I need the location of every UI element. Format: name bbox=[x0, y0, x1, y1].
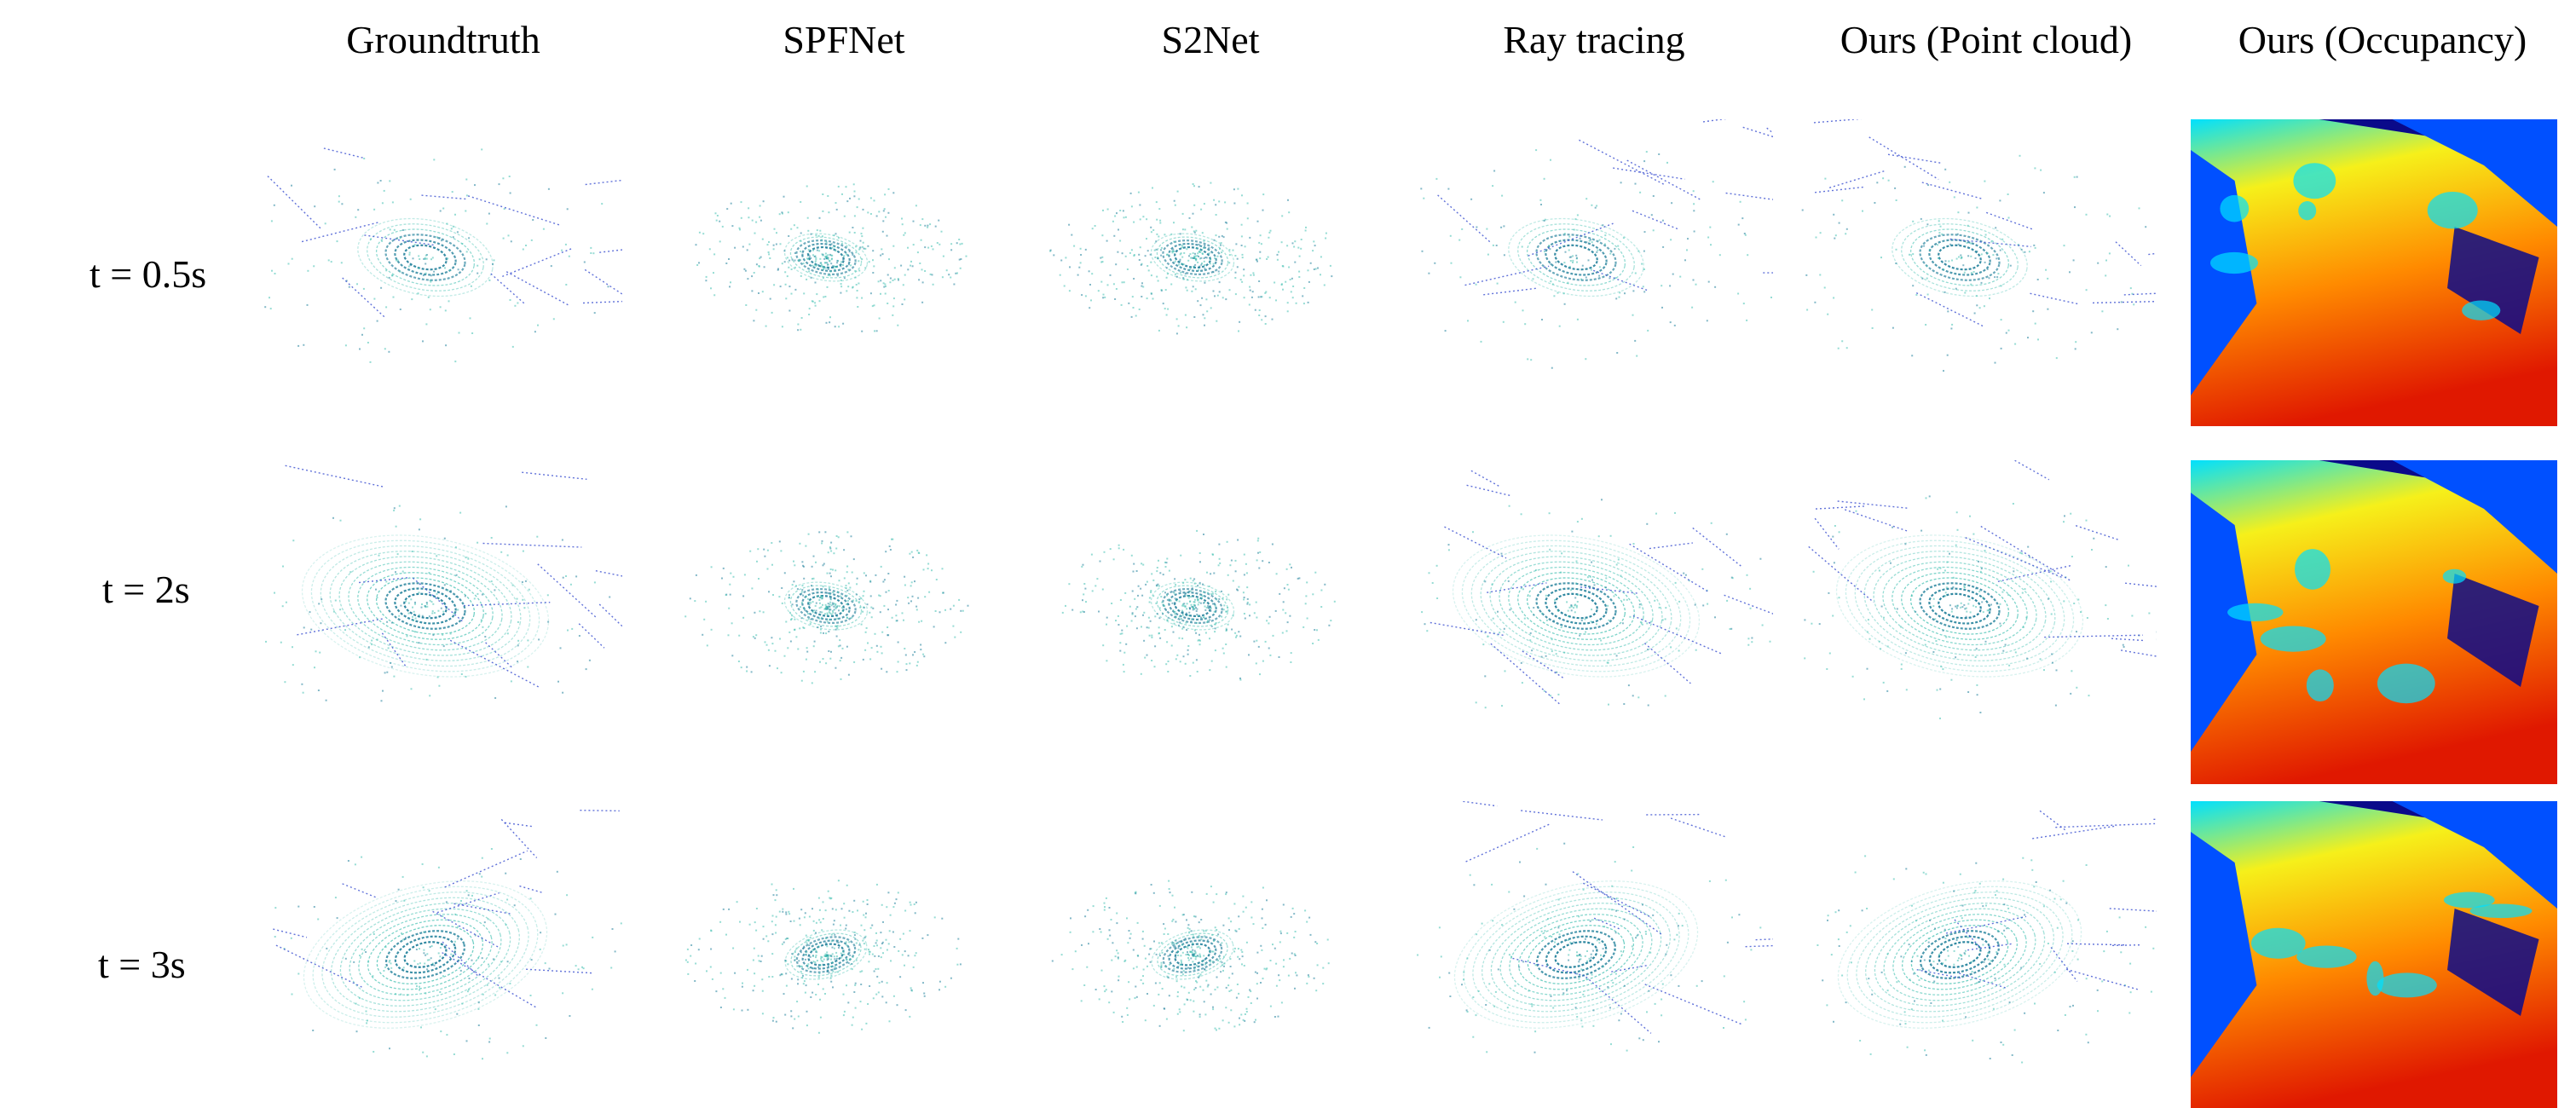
panel-s2net-t-0-5s bbox=[1031, 119, 1389, 426]
row-label-t-0-5s: t = 0.5s bbox=[90, 251, 206, 297]
panel-ray-tracing-t-3s bbox=[1415, 801, 1773, 1108]
panel-ours-occupancy-t-2s bbox=[2191, 460, 2557, 784]
column-header-s2net: S2Net bbox=[1031, 17, 1389, 62]
panel-ours-point-cloud-t-2s bbox=[1799, 460, 2157, 784]
panel-ours-point-cloud-t-0-5s bbox=[1799, 119, 2157, 426]
panel-ours-occupancy-t-0-5s bbox=[2191, 119, 2557, 426]
panel-ours-occupancy-t-3s bbox=[2191, 801, 2557, 1108]
panel-s2net-t-2s bbox=[1031, 460, 1389, 784]
column-header-ours-point-cloud: Ours (Point cloud) bbox=[1773, 17, 2199, 62]
column-header-spfnet: SPFNet bbox=[665, 17, 1023, 62]
panel-ray-tracing-t-0-5s bbox=[1415, 119, 1773, 426]
panel-groundtruth-t-3s bbox=[264, 801, 622, 1108]
column-header-ours-occupancy: Ours (Occupancy) bbox=[2191, 17, 2574, 62]
panel-ray-tracing-t-2s bbox=[1415, 460, 1773, 784]
panel-groundtruth-t-2s bbox=[264, 460, 622, 784]
panel-s2net-t-3s bbox=[1031, 801, 1389, 1108]
panel-ours-point-cloud-t-3s bbox=[1799, 801, 2157, 1108]
panel-spfnet-t-3s bbox=[665, 801, 1023, 1108]
column-header-ray-tracing: Ray tracing bbox=[1415, 17, 1773, 62]
panel-groundtruth-t-0-5s bbox=[264, 119, 622, 426]
panel-spfnet-t-2s bbox=[665, 460, 1023, 784]
row-label-t-2s: t = 2s bbox=[102, 567, 190, 612]
row-label-t-3s: t = 3s bbox=[98, 942, 186, 987]
panel-spfnet-t-0-5s bbox=[665, 119, 1023, 426]
column-header-groundtruth: Groundtruth bbox=[264, 17, 622, 62]
